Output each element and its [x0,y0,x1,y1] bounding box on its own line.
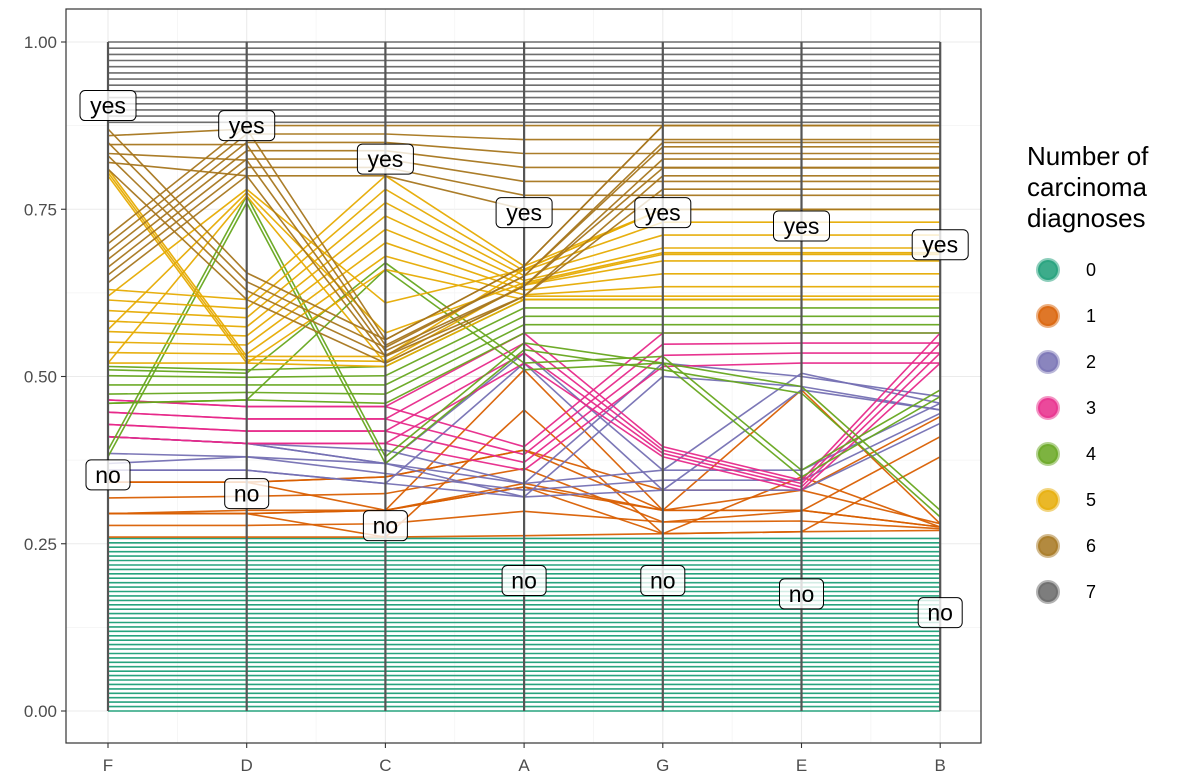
legend-label-6: 6 [1086,536,1096,556]
x-tick-label-F: F [103,756,113,775]
y-tick-label-0: 0.00 [24,702,57,721]
legend-key-5 [1036,488,1060,512]
legend-items: 0 1 2 3 4 5 6 7 [1036,258,1096,604]
legend-item-5: 5 [1036,488,1096,512]
level-label-text: yes [784,213,820,239]
x-tick-label-A: A [518,756,530,775]
level-label-box [85,459,131,491]
level-label-A-no: no [501,565,547,597]
legend-label-2: 2 [1086,352,1096,372]
level-label-text: no [789,581,815,607]
level-label-box [224,478,270,510]
y-tick-label-1: 0.25 [24,535,57,554]
legend-key-0 [1036,258,1060,282]
level-label-B-no: no [917,597,963,629]
level-label-box [634,197,692,229]
level-label-box [911,229,969,261]
level-label-B-yes: yes [911,229,969,261]
x-tick-label-G: G [656,756,669,775]
level-label-box [779,578,824,610]
legend-item-0: 0 [1036,258,1096,282]
level-label-A-yes: yes [495,197,553,229]
level-label-E-no: no [779,578,824,610]
legend-label-5: 5 [1086,490,1096,510]
legend-item-6: 6 [1036,534,1096,558]
level-label-text: no [234,481,260,507]
level-label-box [917,597,963,629]
level-label-text: yes [368,146,404,172]
level-label-text: yes [229,113,265,139]
level-label-G-no: no [640,565,686,597]
legend-title-line-2: carcinoma [1027,172,1147,202]
level-label-box [495,197,553,229]
level-label-C-yes: yes [356,143,414,175]
legend-item-1: 1 [1036,304,1096,328]
legend-key-1 [1036,304,1060,328]
y-tick-label-2: 0.50 [24,368,57,387]
level-label-box [218,110,276,142]
legend-key-3 [1036,396,1060,420]
level-label-box [356,143,414,175]
level-label-text: no [650,568,676,594]
level-label-F-yes: yes [79,90,137,122]
legend-key-7 [1036,580,1060,604]
legend-label-4: 4 [1086,444,1096,464]
level-label-D-no: no [224,478,270,510]
level-label-text: no [373,513,399,539]
level-label-text: yes [645,200,681,226]
level-label-box [79,90,137,122]
level-label-C-no: no [362,510,408,542]
legend-title-line-3: diagnoses [1027,203,1146,233]
legend-label-7: 7 [1086,582,1096,602]
legend-item-3: 3 [1036,396,1096,420]
legend-title-line-1: Number of [1027,141,1149,171]
level-label-box [501,565,547,597]
level-label-text: no [927,600,953,626]
legend-label-3: 3 [1086,398,1096,418]
legend-key-6 [1036,534,1060,558]
x-tick-label-D: D [241,756,253,775]
legend-key-2 [1036,350,1060,374]
legend-key-4 [1036,442,1060,466]
level-label-box [640,565,686,597]
legend-label-0: 0 [1086,260,1096,280]
level-label-box [362,510,408,542]
legend-item-2: 2 [1036,350,1096,374]
y-axis: 0.00 0.25 0.50 0.75 1.00 [24,33,66,721]
legend: Number of carcinoma diagnoses 0 1 2 3 4 5 6 7 [1027,141,1149,604]
legend-item-4: 4 [1036,442,1096,466]
level-label-D-yes: yes [218,110,276,142]
level-label-text: no [511,568,537,594]
legend-item-7: 7 [1036,580,1096,604]
y-tick-label-4: 1.00 [24,33,57,52]
legend-label-1: 1 [1086,306,1096,326]
level-label-G-yes: yes [634,197,692,229]
y-tick-label-3: 0.75 [24,200,57,219]
x-tick-label-C: C [379,756,391,775]
level-label-box [773,210,830,242]
level-label-text: yes [922,232,958,258]
x-tick-label-B: B [935,756,946,775]
level-label-text: yes [90,93,126,119]
level-label-E-yes: yes [773,210,830,242]
level-label-F-no: no [85,459,131,491]
level-label-text: no [95,462,121,488]
level-labels-layer: yes no yes no yes no yes no yes no yes no yes no [79,90,969,629]
level-label-text: yes [506,200,542,226]
x-tick-label-E: E [796,756,807,775]
